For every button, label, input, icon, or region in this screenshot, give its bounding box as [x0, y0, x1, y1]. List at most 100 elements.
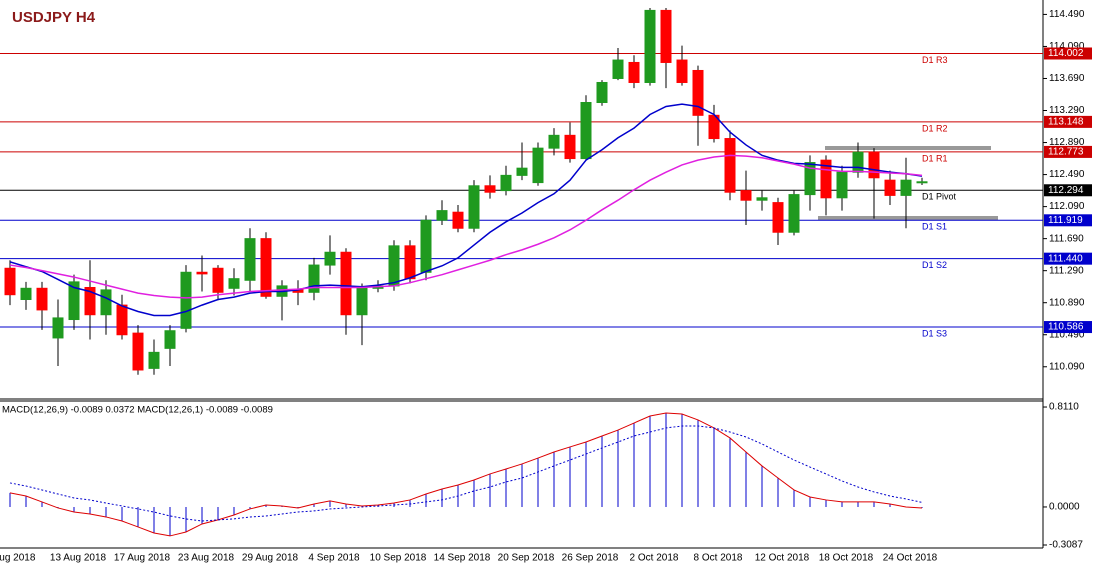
x-tick-label: 24 Oct 2018 — [883, 553, 938, 564]
y-tick-label: 113.690 — [1049, 73, 1085, 84]
level-label: D1 S2 — [922, 260, 947, 270]
y-tick-label: 112.890 — [1049, 137, 1085, 148]
candle-body — [340, 251, 352, 316]
candle-body — [228, 278, 240, 289]
level-price-box — [1044, 214, 1092, 227]
candle-body — [180, 271, 192, 329]
candle-body — [884, 179, 896, 196]
candle-body — [916, 181, 928, 184]
y-tick-label: 114.090 — [1049, 41, 1085, 52]
candle-body — [564, 134, 576, 160]
x-tick-label: 12 Oct 2018 — [755, 553, 810, 564]
x-tick-label: 26 Sep 2018 — [562, 553, 619, 564]
candle-body — [500, 174, 512, 192]
candle-body — [356, 287, 368, 316]
y-tick-label: 114.490 — [1049, 9, 1085, 20]
y-tick-label: 0.8110 — [1049, 402, 1079, 413]
level-price-label: 110.586 — [1048, 322, 1084, 333]
y-tick-label: 112.090 — [1049, 201, 1085, 212]
candle-body — [324, 251, 336, 266]
moving-average — [9, 154, 923, 299]
signal-line — [9, 425, 923, 522]
macd-line — [9, 412, 923, 537]
indicator-label: MACD(12,26,9) -0.0089 0.0372 MACD(12,26,… — [2, 405, 273, 416]
candle-body — [148, 351, 160, 369]
level-price-box — [1044, 145, 1092, 158]
chart-title: USDJPY H4 — [12, 9, 96, 26]
level-price-label: 113.148 — [1048, 117, 1084, 128]
x-tick-label: 29 Aug 2018 — [242, 553, 299, 564]
candle-body — [852, 151, 864, 173]
candle-body — [68, 281, 80, 321]
candle-body — [692, 69, 704, 116]
candle-body — [36, 287, 48, 311]
level-price-box — [1044, 115, 1092, 128]
y-tick-label: 111.290 — [1049, 265, 1084, 276]
candle-body — [628, 61, 640, 83]
candle-body — [804, 162, 816, 196]
y-tick-label: -0.3087 — [1049, 540, 1083, 551]
x-tick-label: 8 Oct 2018 — [694, 553, 743, 564]
candle-body — [724, 138, 736, 193]
candle-body — [244, 238, 256, 281]
candle-body — [212, 267, 224, 293]
x-tick-label: Aug 2018 — [0, 553, 36, 564]
candle-body — [820, 159, 832, 199]
candle-body — [116, 304, 128, 336]
candle-body — [84, 286, 96, 316]
candle-body — [516, 167, 528, 176]
candle-body — [52, 317, 64, 339]
level-label: D1 Pivot — [922, 192, 957, 202]
candle-body — [612, 59, 624, 79]
x-tick-label: 4 Sep 2018 — [308, 553, 360, 564]
candle-body — [132, 332, 144, 371]
y-tick-label: 0.0000 — [1049, 502, 1080, 513]
candle-body — [868, 151, 880, 179]
moving-average — [9, 103, 923, 317]
level-label: D1 R3 — [922, 55, 948, 65]
x-tick-label: 14 Sep 2018 — [434, 553, 491, 564]
level-price-label: 111.440 — [1048, 253, 1083, 264]
candle-body — [420, 219, 432, 273]
y-tick-label: 113.290 — [1049, 105, 1085, 116]
level-label: D1 S1 — [922, 222, 947, 232]
candle-body — [548, 134, 560, 149]
level-price-box — [1044, 184, 1092, 197]
level-price-box — [1044, 47, 1092, 60]
y-tick-label: 110.090 — [1049, 361, 1085, 372]
candle-body — [308, 264, 320, 293]
candle-body — [676, 59, 688, 83]
level-price-box — [1044, 252, 1092, 265]
level-price-box — [1044, 321, 1092, 334]
candle-body — [260, 238, 272, 297]
y-tick-label: 110.890 — [1049, 297, 1085, 308]
y-tick-label: 111.690 — [1049, 233, 1084, 244]
candle-body — [436, 210, 448, 221]
drawn-line — [818, 216, 998, 220]
candle-body — [468, 185, 480, 229]
x-tick-label: 18 Oct 2018 — [819, 553, 874, 564]
candle-body — [900, 179, 912, 196]
x-tick-label: 17 Aug 2018 — [114, 553, 171, 564]
level-price-label: 112.294 — [1048, 185, 1084, 196]
x-tick-label: 2 Oct 2018 — [630, 553, 679, 564]
candle-body — [484, 185, 496, 193]
candle-body — [660, 9, 672, 63]
level-price-label: 112.773 — [1048, 147, 1084, 158]
candle-body — [740, 190, 752, 201]
candle-body — [404, 245, 416, 280]
candle-body — [100, 289, 112, 316]
candle-body — [644, 9, 656, 83]
drawn-line — [825, 146, 991, 150]
candle-body — [532, 147, 544, 184]
candle-body — [164, 330, 176, 349]
x-tick-label: 23 Aug 2018 — [178, 553, 235, 564]
y-tick-label: 112.490 — [1049, 169, 1085, 180]
candle-body — [4, 267, 16, 296]
candle-body — [196, 271, 208, 275]
level-label: D1 R1 — [922, 153, 948, 163]
candle-body — [452, 211, 464, 229]
